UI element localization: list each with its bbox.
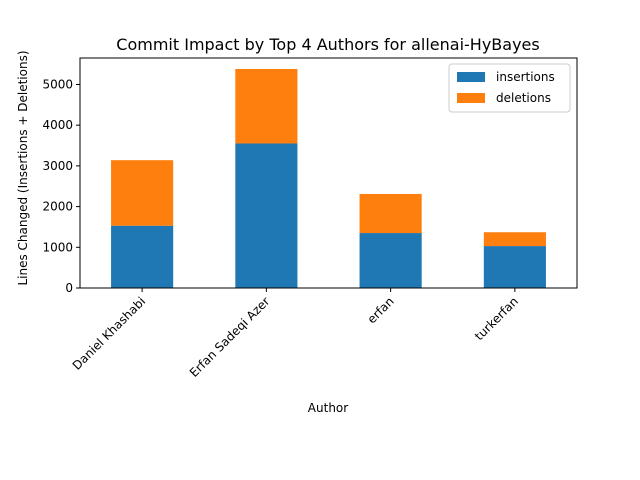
legend: insertions deletions [448,63,571,113]
legend-swatch-insertions [457,72,485,82]
bar-insertions-0 [111,225,174,288]
bar-insertions-3 [483,246,546,288]
x-tick-label: Daniel Khashabi [70,294,149,373]
x-axis-label: Author [308,401,348,415]
bar-insertions-1 [235,143,298,288]
x-tick-label: turkerfan [472,294,521,343]
y-tick-label: 4000 [42,118,73,132]
bar-insertions-2 [359,233,422,288]
chart-title: Commit Impact by Top 4 Authors for allen… [116,35,539,54]
y-axis: 0 1000 2000 3000 4000 5000 [42,77,80,295]
bar-deletions-1 [235,68,298,144]
y-tick-label: 0 [65,281,73,295]
x-tick-label: Erfan Sadeqi Azer [187,294,273,380]
legend-swatch-deletions [457,93,485,103]
bar-deletions-2 [359,193,422,234]
y-axis-label: Lines Changed (Insertions + Deletions) [16,50,30,285]
x-tick-label: erfan [365,294,397,326]
legend-label-insertions: insertions [496,70,555,84]
x-axis: Daniel Khashabi Erfan Sadeqi Azer erfan tur… [70,288,521,380]
bar-deletions-0 [111,160,174,226]
bar-deletions-3 [483,232,546,247]
plot-frame [79,57,578,289]
y-tick-label: 2000 [42,200,73,214]
legend-label-deletions: deletions [496,91,551,105]
y-tick-label: 5000 [42,77,73,91]
bars-group [111,68,546,288]
y-tick-label: 3000 [42,159,73,173]
y-tick-label: 1000 [42,240,73,254]
